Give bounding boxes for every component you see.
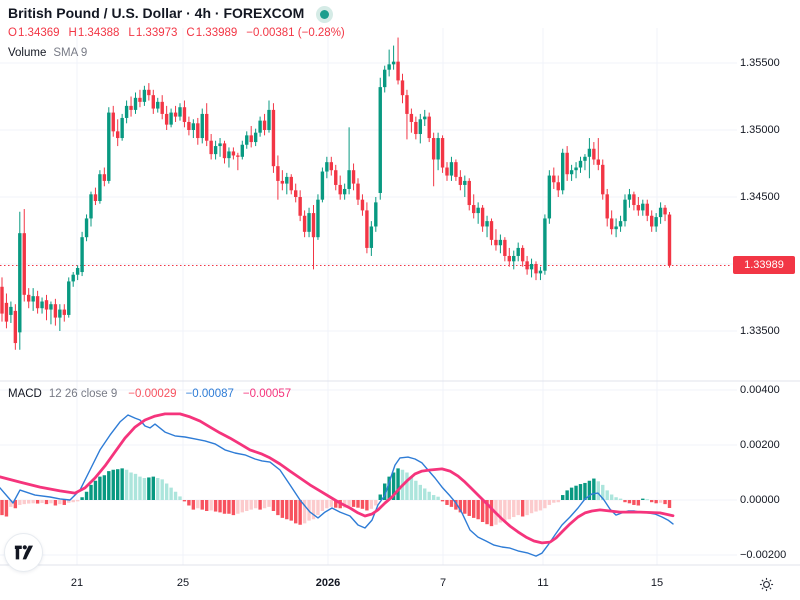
price-axis-label: 1.34500 bbox=[740, 191, 780, 203]
volume-indicator-legend[interactable]: Volume SMA 9 bbox=[8, 47, 87, 59]
macd-axis-label: 0.00200 bbox=[740, 439, 780, 451]
volume-params: SMA 9 bbox=[53, 47, 88, 59]
macd-signal-value: −0.00057 bbox=[242, 388, 292, 400]
macd-label[interactable]: MACD bbox=[8, 388, 42, 400]
high-value: 1.34388 bbox=[77, 27, 120, 39]
price-axis-label: 1.35000 bbox=[740, 124, 780, 136]
time-axis-label: 25 bbox=[176, 577, 190, 589]
time-axis-label: 2026 bbox=[315, 577, 341, 589]
time-axis-label: 21 bbox=[70, 577, 84, 589]
market-status-icon[interactable] bbox=[320, 9, 330, 19]
price-axis-label: 1.33500 bbox=[740, 325, 780, 337]
macd-axis-label: 0.00000 bbox=[740, 494, 780, 506]
macd-axis-label: 0.00400 bbox=[740, 384, 780, 396]
time-axis-label: 11 bbox=[537, 577, 549, 589]
macd-indicator-legend[interactable]: MACD 12 26 close 9 −0.00029 −0.00087 −0.… bbox=[8, 388, 291, 400]
macd-line-value: −0.00087 bbox=[185, 388, 234, 400]
last-price-badge: 1.33989 bbox=[733, 256, 795, 275]
macd-axis-label: −0.00200 bbox=[740, 549, 787, 561]
tradingview-logo-glyph bbox=[14, 545, 33, 560]
open-value: 1.34369 bbox=[17, 27, 60, 39]
low-label: L bbox=[128, 27, 135, 39]
close-value: 1.33989 bbox=[195, 27, 238, 39]
open-label: O bbox=[8, 27, 17, 39]
timezone-settings-button[interactable] bbox=[757, 575, 775, 593]
time-axis-label: 15 bbox=[650, 577, 664, 589]
time-axis-label: 7 bbox=[439, 577, 447, 589]
macd-histogram-value: −0.00029 bbox=[128, 388, 177, 400]
ohlc-readout: O 1.34369 H 1.34388 L 1.33973 C 1.33989 −0.0… bbox=[8, 27, 345, 39]
volume-label[interactable]: Volume bbox=[8, 47, 47, 59]
macd-params: 12 26 close 9 bbox=[48, 388, 118, 400]
high-label: H bbox=[68, 27, 77, 39]
close-label: C bbox=[186, 27, 195, 39]
symbol-header[interactable]: British Pound / U.S. Dollar · 4h · FOREX… bbox=[8, 5, 330, 21]
price-axis-label: 1.35500 bbox=[740, 57, 780, 69]
low-value: 1.33973 bbox=[135, 27, 178, 39]
symbol-title[interactable]: British Pound / U.S. Dollar · 4h · FOREX… bbox=[8, 5, 305, 21]
change-value: −0.00381 (−0.28%) bbox=[246, 27, 345, 39]
tradingview-logo[interactable] bbox=[4, 533, 43, 572]
sun-icon bbox=[759, 577, 773, 591]
